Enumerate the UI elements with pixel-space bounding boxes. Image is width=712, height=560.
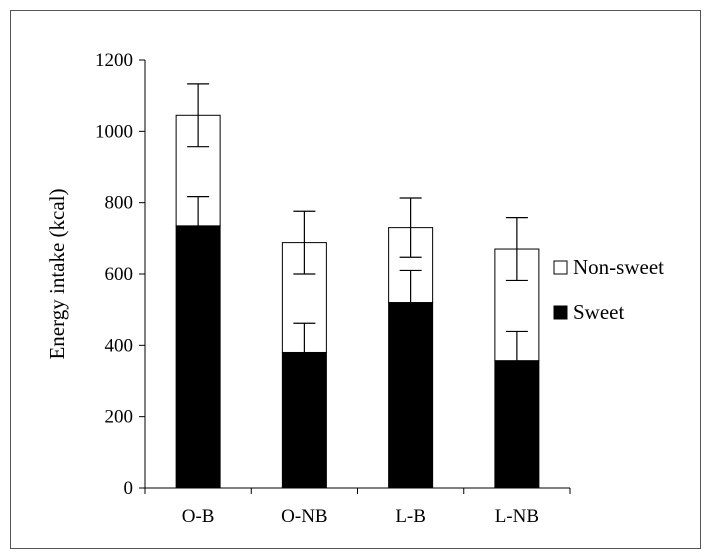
error-bar-sweet-o-b	[187, 196, 210, 256]
chart-frame	[10, 10, 701, 549]
error-bar-sweet-l-nb	[505, 330, 528, 391]
legend: Non-sweet Sweet	[553, 255, 664, 324]
bar-sweet-o-b	[175, 225, 221, 489]
x-tick-label: O-NB	[281, 506, 327, 527]
x-tick-label: L-B	[395, 506, 426, 527]
legend-label: Sweet	[573, 300, 624, 324]
legend-item-sweet: Sweet	[553, 300, 624, 324]
y-tick-label: 600	[105, 264, 134, 285]
y-tick-label: 0	[124, 478, 134, 499]
y-tick-label: 400	[105, 335, 134, 356]
error-bar-sweet-o-nb	[293, 322, 316, 383]
legend-item-non-sweet: Non-sweet	[553, 255, 664, 279]
y-tick-label: 800	[105, 193, 134, 214]
y-tick-label: 200	[105, 407, 134, 428]
x-tick-label: L-NB	[495, 506, 539, 527]
error-bars	[187, 83, 528, 391]
error-bar-non-sweet-l-b	[399, 197, 422, 258]
tick-labels: 0 200 400 600 800 1000 1200 O-B O-NB L-B L-NB	[95, 50, 539, 527]
x-tick-label: O-B	[182, 506, 215, 527]
y-tick-label: 1200	[95, 50, 133, 71]
legend-label: Non-sweet	[573, 255, 664, 279]
error-bar-non-sweet-o-nb	[293, 210, 316, 275]
error-bar-non-sweet-o-b	[187, 83, 210, 148]
y-tick-label: 1000	[95, 121, 133, 142]
error-bar-sweet-l-b	[399, 269, 422, 336]
bars	[175, 114, 540, 489]
y-axis-label: Energy intake (kcal)	[45, 188, 69, 359]
error-bar-non-sweet-l-nb	[505, 217, 528, 282]
legend-swatch	[553, 260, 568, 275]
legend-swatch	[553, 305, 568, 320]
